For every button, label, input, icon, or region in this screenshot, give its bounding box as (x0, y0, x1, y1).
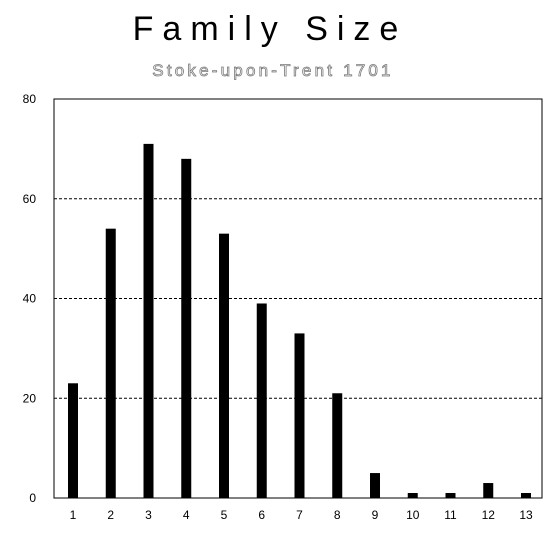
bar-8 (332, 393, 343, 498)
y-tick-label: 20 (23, 391, 37, 405)
bar-6 (256, 303, 267, 498)
y-tick-label: 0 (29, 491, 36, 505)
x-tick-label: 9 (372, 508, 379, 522)
y-axis-tick-labels: 0 20 40 60 80 (23, 92, 37, 505)
x-tick-label: 6 (258, 508, 265, 522)
x-tick-label: 8 (334, 508, 341, 522)
bar-10 (407, 493, 418, 498)
x-tick-label: 13 (519, 508, 533, 522)
x-tick-label: 11 (444, 508, 457, 522)
grid-lines (54, 198, 542, 399)
y-tick-label: 60 (23, 192, 37, 206)
bar-4 (181, 158, 192, 498)
x-tick-label: 5 (221, 508, 228, 522)
x-tick-label: 3 (145, 508, 152, 522)
bar-7 (294, 333, 305, 498)
x-tick-label: 4 (183, 508, 190, 522)
bar-11 (445, 493, 456, 498)
x-tick-label: 10 (406, 508, 420, 522)
bar-13 (521, 493, 531, 498)
chart-title: Family Size (133, 10, 408, 48)
bar-9 (370, 473, 380, 498)
bar-2 (105, 228, 116, 499)
bar-1 (68, 383, 78, 498)
bar-12 (483, 483, 494, 498)
bar-5 (219, 233, 229, 498)
x-tick-label: 12 (482, 508, 496, 522)
chart-subtitle: Stoke-upon-Trent 1701 (152, 61, 393, 80)
x-tick-label: 7 (296, 508, 303, 522)
plot-area-frame (53, 98, 543, 499)
bar-3 (143, 143, 154, 498)
y-tick-label: 80 (23, 92, 37, 106)
bars (68, 143, 531, 499)
x-axis-tick-labels: 1 2 3 4 5 6 7 8 9 10 11 12 13 (70, 508, 533, 522)
x-tick-label: 1 (70, 508, 77, 522)
x-tick-label: 2 (107, 508, 114, 522)
y-tick-label: 40 (23, 292, 37, 306)
